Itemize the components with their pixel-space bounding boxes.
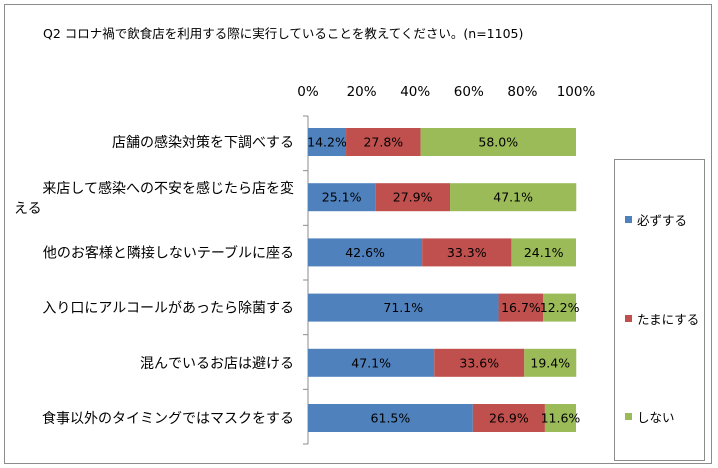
chart-frame: Q2 コロナ禍で飲食店を利用する際に実行していることを教えてください。(n=11… [4, 4, 712, 464]
x-tick-label: 20% [347, 84, 377, 100]
data-label: 14.2% [307, 135, 347, 150]
legend: 必ずする たまにする しない [614, 159, 705, 461]
bar-segment [308, 128, 347, 156]
x-tick-label: 40% [400, 84, 430, 100]
x-tick-label: 60% [454, 84, 484, 100]
bar-segment [308, 183, 376, 212]
data-label: 42.6% [345, 245, 385, 260]
bar-segment [450, 183, 577, 212]
bar-segment [472, 404, 545, 432]
data-label: 12.2% [540, 300, 580, 315]
data-label: 27.9% [393, 190, 433, 205]
category-label-continued: える [14, 201, 42, 217]
category-label: 来店して感染への不安を感じたら店を変 [42, 180, 294, 197]
data-label: 47.1% [351, 355, 391, 370]
bar-segment [308, 293, 499, 322]
data-label: 26.9% [489, 411, 529, 426]
data-label: 33.3% [447, 245, 487, 260]
data-label: 11.6% [541, 411, 581, 426]
category-label: 店舗の感染対策を下調べする [112, 134, 294, 151]
legend-swatch-always [625, 216, 632, 223]
data-label: 58.0% [478, 135, 518, 150]
bar-segment [346, 128, 421, 156]
data-label: 25.1% [322, 190, 362, 205]
bar-segment [543, 293, 576, 322]
data-label: 33.6% [459, 355, 499, 370]
legend-item-never: しない [625, 407, 675, 426]
legend-label-never: しない [637, 410, 675, 425]
legend-swatch-never [625, 413, 632, 420]
bar-segment [524, 348, 577, 377]
data-label: 47.1% [493, 190, 533, 205]
legend-label-always: 必ずする [637, 213, 688, 228]
bar-segment [308, 238, 423, 267]
bar-segment [420, 128, 576, 156]
data-label: 16.7% [501, 300, 541, 315]
category-label: 食事以外のタイミングではマスクをする [42, 410, 294, 427]
bar-segment [498, 293, 544, 322]
x-tick-label: 80% [507, 84, 537, 100]
bar-segment [308, 404, 473, 432]
category-label: 入り口にアルコールがあったら除菌する [42, 301, 294, 317]
bar-segment [544, 404, 576, 432]
legend-label-sometimes: たまにする [637, 312, 700, 327]
legend-swatch-sometimes [625, 315, 632, 322]
legend-item-always: 必ずする [625, 210, 687, 229]
bar-segment [434, 348, 525, 377]
data-label: 61.5% [371, 411, 411, 426]
bar-segment [422, 238, 512, 267]
data-label: 19.4% [530, 355, 570, 370]
x-tick-label: 100% [557, 84, 596, 100]
data-label: 71.1% [383, 300, 423, 315]
data-label: 27.8% [363, 135, 403, 150]
bar-segment [308, 348, 435, 377]
bar-segment [375, 183, 451, 212]
data-label: 24.1% [524, 245, 564, 260]
category-label: 他のお客様と隣接しないテーブルに座る [43, 244, 294, 261]
chart-title: Q2 コロナ禍で飲食店を利用する際に実行していることを教えてください。(n=11… [43, 26, 524, 41]
legend-item-sometimes: たまにする [625, 309, 699, 328]
bar-segment [511, 238, 576, 267]
category-label: 混んでいるお店は避ける [140, 356, 294, 372]
x-tick-label: 0% [297, 84, 319, 100]
